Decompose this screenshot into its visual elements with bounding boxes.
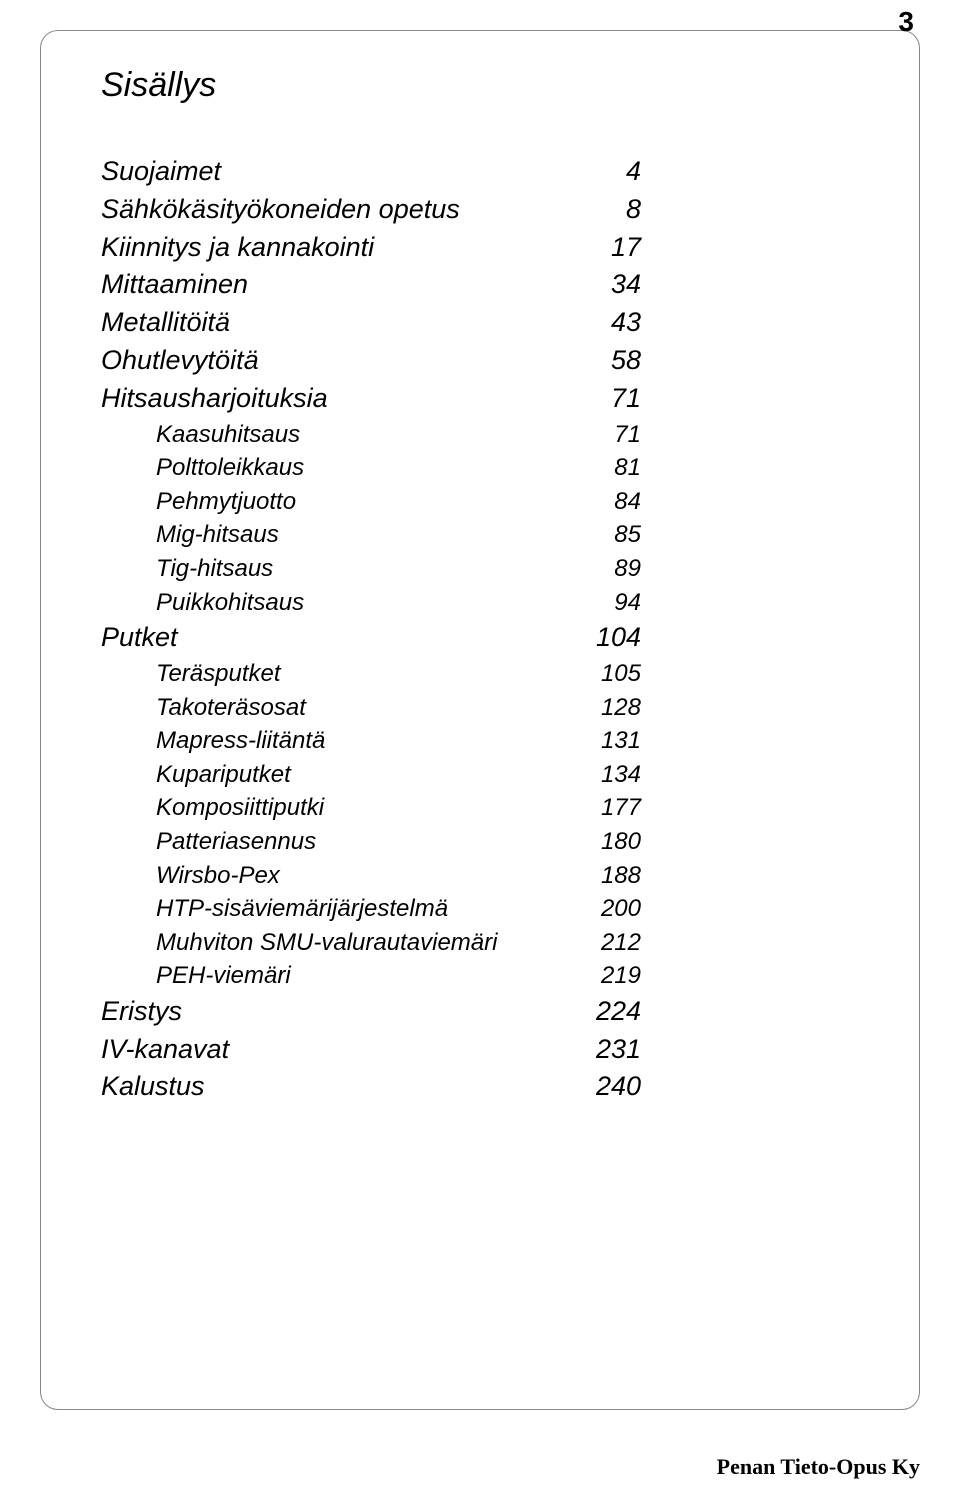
- toc-label: Wirsbo-Pex: [156, 859, 581, 893]
- toc-row: Kupariputket134: [101, 758, 641, 792]
- toc-row: Pehmytjuotto84: [101, 485, 641, 519]
- toc-row: Muhviton SMU-valurautaviemäri212: [101, 926, 641, 960]
- toc-row: Kaasuhitsaus71: [101, 418, 641, 452]
- toc-row: Sähkökäsityökoneiden opetus8: [101, 191, 641, 229]
- toc-row: IV-kanavat231: [101, 1031, 641, 1069]
- toc-row: Mittaaminen34: [101, 266, 641, 304]
- toc-label: Pehmytjuotto: [156, 485, 581, 519]
- toc-label: Kaasuhitsaus: [156, 418, 581, 452]
- toc-label: Hitsausharjoituksia: [101, 380, 581, 418]
- toc-label: Metallitöitä: [101, 304, 581, 342]
- toc-label: Ohutlevytöitä: [101, 342, 581, 380]
- toc-label: Mig-hitsaus: [156, 518, 581, 552]
- page-number: 3: [898, 6, 914, 38]
- toc-label: Kupariputket: [156, 758, 581, 792]
- toc-page: 105: [581, 657, 641, 691]
- toc-row: Takoteräsosat128: [101, 691, 641, 725]
- toc-row: Patteriasennus180: [101, 825, 641, 859]
- toc-label: IV-kanavat: [101, 1031, 581, 1069]
- toc-page: 4: [581, 153, 641, 191]
- toc-row: Teräsputket105: [101, 657, 641, 691]
- toc-title: Sisällys: [101, 66, 859, 105]
- toc-label: Puikkohitsaus: [156, 586, 581, 620]
- toc-label: Putket: [101, 619, 581, 657]
- toc-label: Suojaimet: [101, 153, 581, 191]
- toc-page: 81: [581, 451, 641, 485]
- toc-label: Tig-hitsaus: [156, 552, 581, 586]
- toc-page: 224: [581, 993, 641, 1031]
- toc-label: Sähkökäsityökoneiden opetus: [101, 191, 581, 229]
- toc-row: HTP-sisäviemärijärjestelmä200: [101, 892, 641, 926]
- toc-label: Kiinnitys ja kannakointi: [101, 229, 581, 267]
- toc-row: Mig-hitsaus85: [101, 518, 641, 552]
- toc-row: Kiinnitys ja kannakointi17: [101, 229, 641, 267]
- toc-row: Eristys224: [101, 993, 641, 1031]
- toc-row: Kalustus240: [101, 1068, 641, 1106]
- toc-page: 71: [581, 418, 641, 452]
- toc-page: 8: [581, 191, 641, 229]
- page-frame: 3 Sisällys Suojaimet4Sähkökäsityökoneide…: [40, 30, 920, 1410]
- toc-page: 94: [581, 586, 641, 620]
- toc-page: 200: [581, 892, 641, 926]
- toc-label: Polttoleikkaus: [156, 451, 581, 485]
- toc-label: PEH-viemäri: [156, 959, 581, 993]
- table-of-contents: Suojaimet4Sähkökäsityökoneiden opetus8Ki…: [101, 153, 641, 1106]
- toc-row: Mapress-liitäntä131: [101, 724, 641, 758]
- toc-label: Eristys: [101, 993, 581, 1031]
- toc-page: 134: [581, 758, 641, 792]
- toc-row: Tig-hitsaus89: [101, 552, 641, 586]
- toc-label: Muhviton SMU-valurautaviemäri: [156, 926, 581, 960]
- toc-label: HTP-sisäviemärijärjestelmä: [156, 892, 581, 926]
- toc-page: 212: [581, 926, 641, 960]
- toc-page: 180: [581, 825, 641, 859]
- toc-page: 84: [581, 485, 641, 519]
- toc-page: 34: [581, 266, 641, 304]
- toc-label: Teräsputket: [156, 657, 581, 691]
- toc-label: Mapress-liitäntä: [156, 724, 581, 758]
- footer-text: Penan Tieto-Opus Ky: [717, 1454, 920, 1480]
- toc-page: 17: [581, 229, 641, 267]
- toc-row: Metallitöitä43: [101, 304, 641, 342]
- toc-row: Komposiittiputki177: [101, 791, 641, 825]
- toc-label: Mittaaminen: [101, 266, 581, 304]
- toc-label: Patteriasennus: [156, 825, 581, 859]
- toc-page: 104: [581, 619, 641, 657]
- toc-row: Hitsausharjoituksia71: [101, 380, 641, 418]
- toc-page: 58: [581, 342, 641, 380]
- toc-page: 128: [581, 691, 641, 725]
- toc-label: Kalustus: [101, 1068, 581, 1106]
- toc-page: 240: [581, 1068, 641, 1106]
- toc-page: 219: [581, 959, 641, 993]
- toc-page: 71: [581, 380, 641, 418]
- toc-page: 177: [581, 791, 641, 825]
- toc-row: Polttoleikkaus81: [101, 451, 641, 485]
- toc-page: 43: [581, 304, 641, 342]
- toc-page: 85: [581, 518, 641, 552]
- toc-label: Takoteräsosat: [156, 691, 581, 725]
- toc-row: Puikkohitsaus94: [101, 586, 641, 620]
- toc-page: 231: [581, 1031, 641, 1069]
- toc-label: Komposiittiputki: [156, 791, 581, 825]
- toc-page: 89: [581, 552, 641, 586]
- toc-page: 131: [581, 724, 641, 758]
- toc-row: Ohutlevytöitä58: [101, 342, 641, 380]
- toc-row: Suojaimet4: [101, 153, 641, 191]
- toc-page: 188: [581, 859, 641, 893]
- toc-row: PEH-viemäri219: [101, 959, 641, 993]
- toc-row: Putket104: [101, 619, 641, 657]
- toc-row: Wirsbo-Pex188: [101, 859, 641, 893]
